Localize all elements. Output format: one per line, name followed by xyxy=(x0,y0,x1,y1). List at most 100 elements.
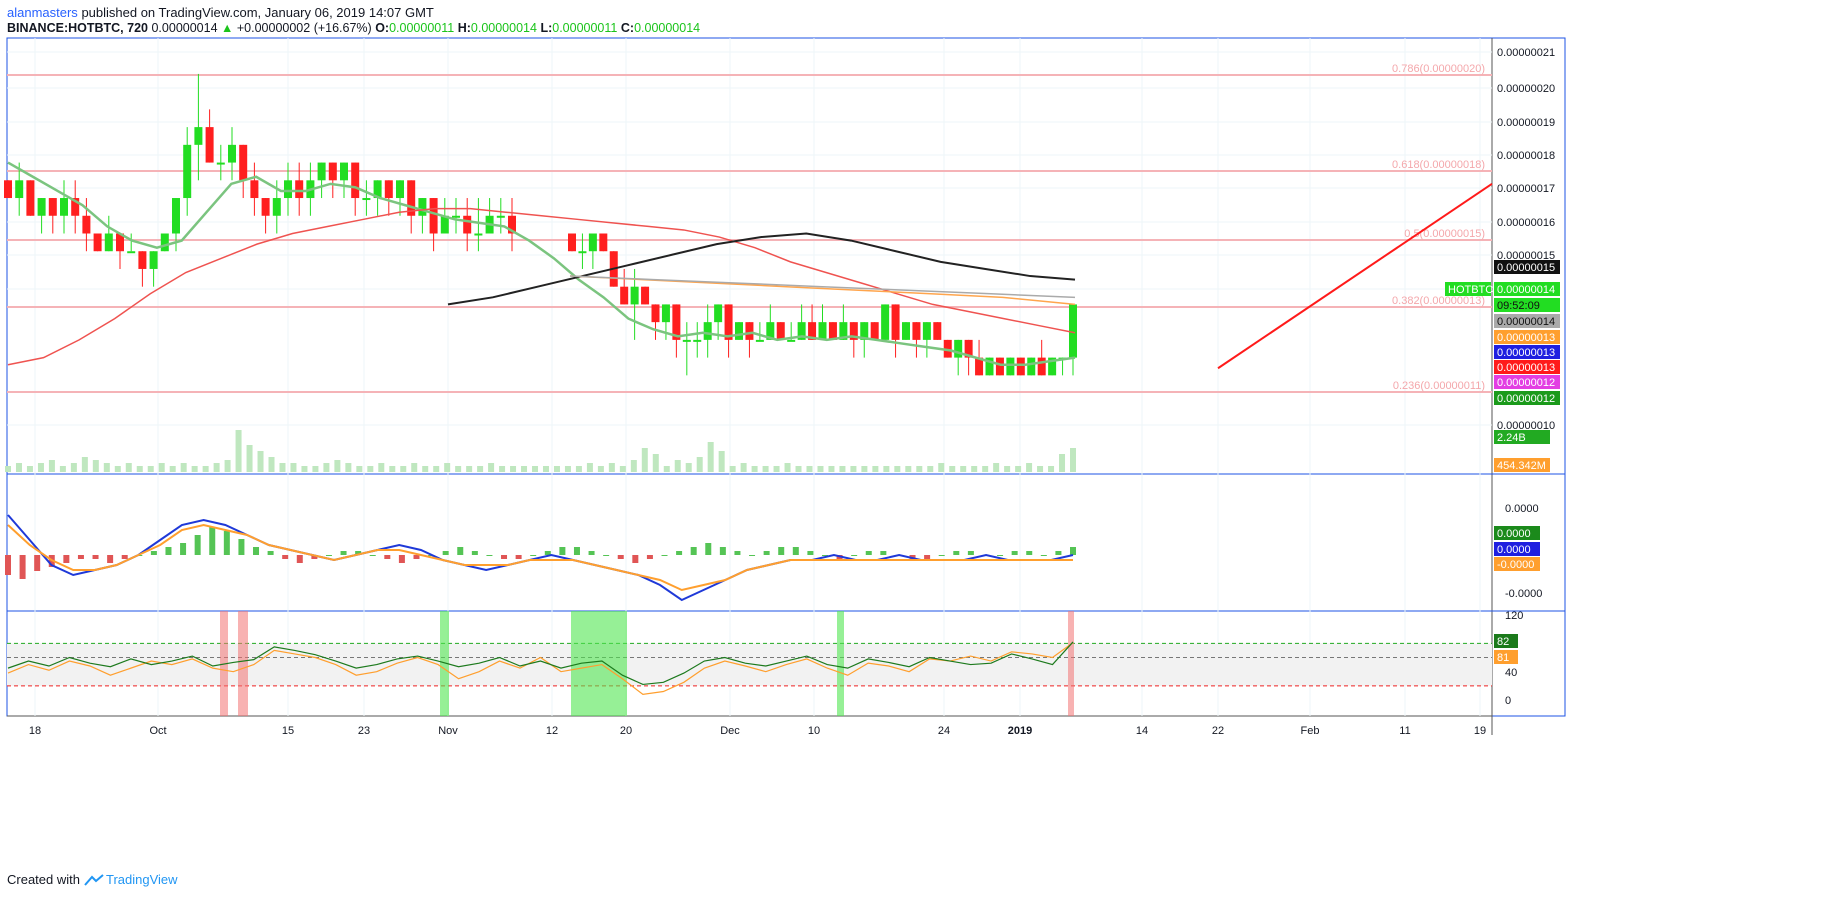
macd-histogram-bar xyxy=(209,527,216,555)
macd-histogram-bar xyxy=(1055,551,1062,555)
candle-body xyxy=(1048,357,1057,376)
volume-bar xyxy=(707,442,714,472)
volume-bar xyxy=(773,466,780,472)
volume-bar xyxy=(136,466,143,472)
time-tick-label: 20 xyxy=(620,725,632,737)
volume-bar xyxy=(586,463,593,472)
volume-bar xyxy=(224,460,231,472)
candle-body xyxy=(776,322,785,340)
time-tick-label: 11 xyxy=(1399,725,1410,737)
volume-bar xyxy=(455,466,462,472)
macd-histogram-bar xyxy=(515,555,522,559)
volume-bar xyxy=(597,466,604,472)
time-tick-label: 23 xyxy=(358,725,370,737)
volume-bar xyxy=(191,466,198,472)
macd-histogram-bar xyxy=(530,555,537,556)
macd-histogram-bar xyxy=(880,551,887,555)
volume-bar xyxy=(949,466,956,472)
volume-bar xyxy=(488,463,495,472)
volume-bar xyxy=(147,466,154,472)
macd-histogram-bar xyxy=(471,551,478,555)
candle-body xyxy=(284,180,292,199)
volume-bar xyxy=(575,466,582,472)
candle-body xyxy=(26,180,35,216)
volume-bar xyxy=(861,466,868,472)
volume-bar xyxy=(740,463,747,472)
time-tick-label: 19 xyxy=(1474,725,1486,737)
macd-histogram-bar xyxy=(253,547,260,555)
published-text: published on TradingView.com, January 06… xyxy=(81,5,434,20)
candle-body xyxy=(620,286,629,305)
candle-body xyxy=(463,215,472,234)
volume-bar xyxy=(828,466,835,472)
candle-body xyxy=(172,198,180,234)
candle-body xyxy=(373,180,382,199)
macd-histogram-bar xyxy=(180,543,187,555)
candle-body xyxy=(828,322,837,340)
macd-histogram-bar xyxy=(457,547,464,555)
volume-bar xyxy=(510,466,517,472)
candle-body xyxy=(714,304,723,323)
volume-bar xyxy=(312,466,319,472)
volume-bar xyxy=(630,460,637,472)
stoch-highlight-zone xyxy=(837,611,844,716)
macd-histogram-bar xyxy=(384,555,391,559)
macd-histogram-bar xyxy=(34,555,41,571)
brand-label: TradingView xyxy=(105,872,178,887)
volume-bar xyxy=(1070,448,1076,472)
symbol-label: BINANCE:HOTBTC, 720 xyxy=(7,21,148,35)
volume-bar xyxy=(257,451,264,472)
volume-bar xyxy=(564,466,571,472)
volume-bar xyxy=(674,460,681,472)
candle-body xyxy=(954,339,963,358)
time-tick-label: 10 xyxy=(808,725,820,737)
macd-histogram-bar xyxy=(1011,551,1018,555)
candle-body xyxy=(578,251,587,254)
stoch-orange-line xyxy=(7,642,1074,695)
volume-bar xyxy=(927,466,934,472)
candle-body xyxy=(735,322,743,340)
candle-body xyxy=(724,304,733,340)
macd-histogram-bar xyxy=(967,551,974,555)
macd-histogram-bar xyxy=(355,551,362,555)
stoch-tick-label: 40 xyxy=(1505,667,1517,679)
stoch-tick-label: 0 xyxy=(1505,695,1511,707)
macd-histogram-bar xyxy=(1026,551,1033,555)
candle-body xyxy=(295,180,304,199)
candle-body xyxy=(496,215,505,218)
time-tick-label: 15 xyxy=(282,725,294,737)
volume-bar xyxy=(5,466,11,472)
candle-body xyxy=(205,127,214,163)
candle-body xyxy=(933,322,942,340)
time-tick-label: Nov xyxy=(438,725,458,737)
candle-body xyxy=(985,357,994,376)
author-link[interactable]: alanmasters xyxy=(7,5,78,20)
macd-histogram-bar xyxy=(311,555,318,559)
volume-bar xyxy=(334,460,341,472)
macd-histogram-bar xyxy=(501,555,508,559)
macd-histogram-bar xyxy=(1040,555,1047,556)
volume-bar xyxy=(444,463,451,472)
time-tick-label: Oct xyxy=(149,725,166,737)
time-tick-label: Dec xyxy=(720,725,740,737)
volume-bar xyxy=(92,460,99,472)
candle-body xyxy=(37,198,46,216)
candle-body xyxy=(870,322,879,340)
volume-bar xyxy=(114,466,121,472)
macd-histogram-bar xyxy=(369,555,376,556)
macd-label-text: 0.0000 xyxy=(1497,544,1531,556)
candle-body xyxy=(317,162,326,181)
volume-bar xyxy=(521,466,528,472)
macd-histogram-bar xyxy=(442,551,449,555)
stoch-label-tag xyxy=(1494,650,1518,664)
tradingview-brand[interactable]: TradingView xyxy=(84,872,178,887)
created-with-label: Created with xyxy=(7,872,80,887)
candle-body xyxy=(1016,357,1025,376)
price-tick-label: 0.00000019 xyxy=(1497,117,1555,129)
macd-histogram-bar xyxy=(1070,547,1076,555)
volume-bar xyxy=(81,457,88,472)
macd-histogram-bar xyxy=(5,555,11,575)
ma-black-line xyxy=(447,232,1076,306)
time-tick-label: 18 xyxy=(29,725,41,737)
